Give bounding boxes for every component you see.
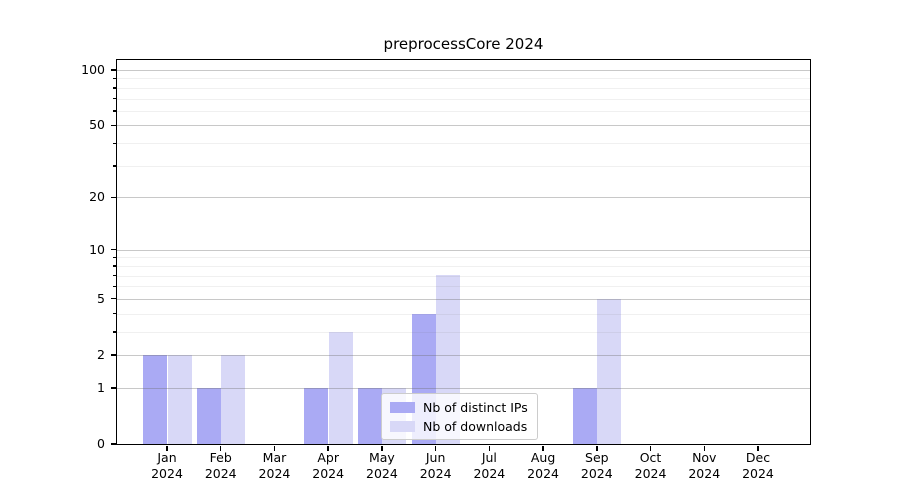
gridline-1: [117, 387, 810, 389]
y-minortick-70: [112, 98, 116, 100]
y-tick-label-5: 5: [97, 290, 105, 306]
y-tick-label-50: 50: [89, 117, 105, 133]
x-tick-dec: [757, 445, 759, 451]
x-tick-jun: [434, 445, 437, 451]
x-tick-label-jul: Jul 2024: [473, 450, 506, 481]
y-tick-label-10: 10: [89, 241, 105, 257]
gridline-20: [117, 197, 810, 199]
y-tick-100: [110, 69, 116, 71]
y-tick-0: [110, 443, 116, 445]
bar-distinct-ips-may: [357, 387, 382, 444]
bar-distinct-ips-feb: [196, 387, 221, 444]
gridline-minor-8: [117, 265, 810, 267]
gridline-10: [117, 249, 810, 251]
y-tick-1: [110, 387, 116, 389]
x-tick-label-jun: Jun 2024: [419, 450, 452, 481]
legend-swatch-downloads: [390, 420, 415, 432]
bar-downloads-feb: [221, 354, 246, 444]
gridline-minor-40: [117, 143, 810, 145]
gridline-minor-3: [117, 331, 810, 333]
gridline-100: [117, 70, 810, 71]
x-tick-label-dec: Dec 2024: [742, 450, 774, 481]
gridline-minor-6: [117, 286, 810, 288]
y-tick-2: [110, 354, 116, 356]
x-tick-label-aug: Aug 2024: [527, 450, 559, 481]
chart-title: preprocessCore 2024: [383, 35, 544, 53]
gridline-minor-70: [117, 98, 810, 100]
x-tick-label-may: May 2024: [366, 450, 398, 481]
legend-label-downloads: Nb of downloads: [423, 418, 528, 434]
y-minortick-30: [112, 165, 116, 167]
grid-layer: [117, 60, 810, 444]
y-minortick-4: [112, 313, 116, 315]
legend-swatch-distinct-ips: [390, 401, 415, 413]
x-tick-label-sep: Sep 2024: [580, 450, 613, 481]
gridline-50: [117, 125, 810, 127]
x-tick-sep: [596, 445, 598, 451]
bar-downloads-sep: [597, 298, 622, 444]
y-minortick-40: [112, 142, 116, 144]
y-tick-label-2: 2: [97, 346, 105, 362]
bar-downloads-apr: [328, 331, 353, 444]
y-minortick-80: [112, 87, 116, 89]
x-tick-nov: [703, 445, 705, 451]
x-tick-label-mar: Mar 2024: [258, 450, 291, 481]
x-tick-may: [381, 445, 383, 451]
y-tick-5: [110, 298, 116, 300]
gridline-minor-80: [117, 87, 810, 89]
y-minortick-7: [112, 274, 116, 277]
y-tick-20: [110, 196, 116, 198]
y-tick-label-100: 100: [81, 61, 105, 77]
bar-distinct-ips-jan: [143, 354, 167, 444]
bar-distinct-ips-apr: [304, 387, 329, 444]
gridline-minor-7: [117, 275, 810, 277]
legend-entry-downloads: Nb of downloads: [390, 418, 528, 434]
x-tick-label-apr: Apr 2024: [312, 450, 345, 481]
legend: Nb of distinct IPs Nb of downloads: [381, 393, 538, 440]
bar-distinct-ips-sep: [572, 387, 597, 444]
x-tick-label-feb: Feb 2024: [204, 450, 237, 481]
x-tick-label-nov: Nov 2024: [688, 450, 721, 481]
x-tick-label-jan: Jan 2024: [151, 450, 183, 481]
x-tick-jan: [166, 445, 168, 451]
gridline-2: [117, 355, 810, 356]
y-tick-label-1: 1: [97, 379, 105, 395]
x-tick-mar: [273, 445, 276, 451]
y-tick-label-0: 0: [97, 436, 105, 451]
gridline-minor-30: [117, 165, 810, 167]
x-tick-feb: [220, 445, 222, 451]
y-minortick-6: [112, 285, 116, 288]
x-tick-apr: [327, 445, 329, 451]
y-minortick-90: [112, 77, 116, 80]
x-tick-label-oct: Oct 2024: [634, 450, 667, 481]
x-tick-aug: [542, 445, 544, 451]
y-minortick-60: [112, 110, 116, 112]
gridline-minor-9: [117, 257, 810, 259]
plot-area: [117, 60, 810, 444]
y-minortick-3: [112, 331, 116, 333]
gridline-minor-60: [117, 110, 810, 112]
x-tick-oct: [649, 445, 652, 451]
y-minortick-8: [112, 265, 116, 267]
y-minortick-9: [112, 256, 116, 259]
gridline-minor-90: [117, 78, 810, 80]
x-tick-jul: [488, 445, 491, 451]
gridline-5: [117, 298, 810, 300]
legend-label-distinct-ips: Nb of distinct IPs: [423, 399, 528, 415]
legend-entry-distinct-ips: Nb of distinct IPs: [390, 399, 528, 415]
y-tick-10: [110, 248, 116, 251]
bar-downloads-jan: [167, 354, 192, 444]
gridline-minor-4: [117, 313, 810, 315]
y-tick-label-20: 20: [89, 189, 105, 205]
y-tick-50: [110, 124, 116, 127]
